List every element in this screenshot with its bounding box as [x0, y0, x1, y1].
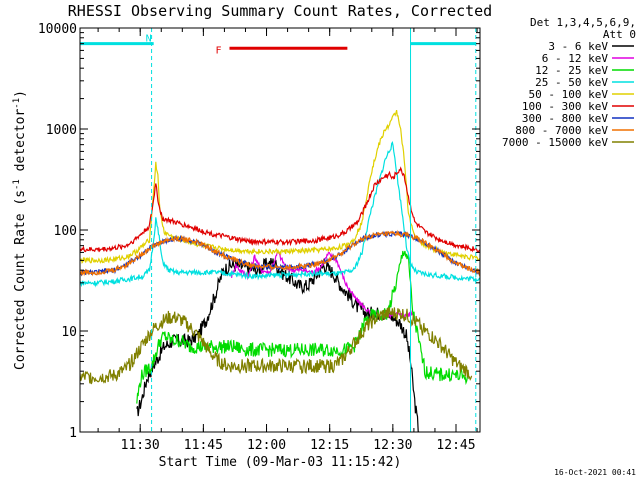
- x-tick-label-5: 12:45: [436, 438, 475, 453]
- series-line-3: [80, 141, 480, 288]
- legend-label-3: 25 - 50 keV: [535, 76, 608, 89]
- chart-title: RHESSI Observing Summary Count Rates, Co…: [68, 2, 492, 20]
- y-axis-label-part-0: Corrected Count Rate (s: [13, 190, 28, 370]
- plot-frame: [79, 27, 481, 433]
- x-tick-label-0: 11:30: [121, 438, 160, 453]
- series-line-2: [136, 250, 468, 404]
- flags-layer: NF: [80, 34, 476, 56]
- y-axis-label-part-2: detector: [13, 109, 28, 180]
- series-line-8: [80, 307, 473, 385]
- legend-label-4: 50 - 100 keV: [529, 88, 609, 101]
- flag-label-0: N: [146, 34, 152, 45]
- y-tick-label-3: 1000: [46, 123, 77, 138]
- legend-label-2: 12 - 25 keV: [535, 64, 608, 77]
- series-layer: [80, 109, 480, 432]
- markers-layer: [79, 28, 477, 432]
- series-line-7: [80, 229, 480, 277]
- y-axis-label: Corrected Count Rate (s-1 detector-1): [12, 90, 28, 370]
- series-line-5: [80, 166, 480, 253]
- timestamp: 16-Oct-2021 00:41: [554, 468, 636, 477]
- legend-label-7: 800 - 7000 keV: [515, 124, 608, 137]
- flag-label-1: F: [215, 45, 221, 56]
- legend-label-1: 6 - 12 keV: [542, 52, 609, 65]
- axes-layer: 1 10 100 1000 10000 11:30 11:45 12:00 12:15 12:30…: [38, 22, 481, 453]
- y-tick-label-0: 1: [69, 426, 77, 441]
- text-layer: RHESSI Observing Summary Count Rates, Co…: [12, 2, 636, 477]
- y-axis-label-part-3: -1: [12, 98, 22, 109]
- x-tick-label-2: 12:00: [247, 438, 286, 453]
- series-line-4: [80, 109, 480, 264]
- x-tick-label-3: 12:15: [310, 438, 349, 453]
- y-tick-label-4: 10000: [38, 22, 77, 37]
- x-axis-label: Start Time (09-Mar-03 11:15:42): [159, 455, 402, 470]
- x-tick-label-1: 11:45: [184, 438, 223, 453]
- legend-label-0: 3 - 6 keV: [548, 40, 608, 53]
- legend-label-6: 300 - 800 keV: [522, 112, 608, 125]
- legend-label-5: 100 - 300 keV: [522, 100, 608, 113]
- y-tick-label-2: 100: [54, 224, 77, 239]
- y-tick-label-1: 10: [61, 325, 77, 340]
- legend-header-0: Det 1,3,4,5,6,9,: [530, 16, 636, 29]
- y-axis-label-part-4: ): [13, 90, 28, 98]
- y-axis-label-part-1: -1: [12, 179, 22, 190]
- legend-header-1: Att 0: [603, 28, 636, 41]
- legend-label-8: 7000 - 15000 keV: [502, 136, 608, 149]
- x-tick-label-4: 12:30: [373, 438, 412, 453]
